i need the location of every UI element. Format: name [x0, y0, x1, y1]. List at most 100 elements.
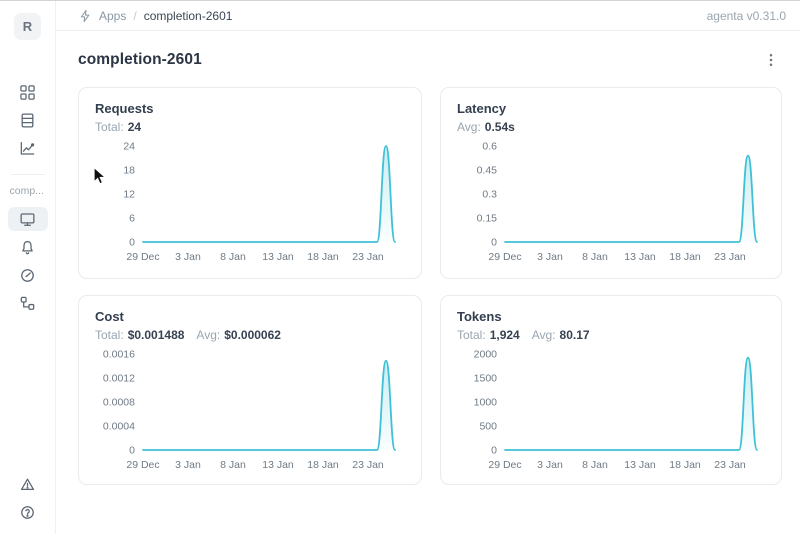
svg-text:3 Jan: 3 Jan: [175, 251, 201, 263]
svg-text:12: 12: [123, 189, 135, 201]
svg-text:23 Jan: 23 Jan: [714, 459, 746, 471]
more-menu-button[interactable]: [760, 49, 782, 71]
kebab-icon: [769, 53, 773, 67]
svg-text:18 Jan: 18 Jan: [669, 459, 701, 471]
svg-text:23 Jan: 23 Jan: [714, 251, 746, 263]
svg-text:18 Jan: 18 Jan: [307, 251, 339, 263]
svg-text:0: 0: [129, 445, 135, 457]
alert-triangle-icon: [19, 476, 36, 493]
sidebar-item-overview[interactable]: [7, 207, 48, 231]
stat-label: Avg:: [196, 328, 221, 342]
svg-text:29 Dec: 29 Dec: [488, 251, 521, 263]
traces-tree-icon: [19, 295, 36, 312]
svg-text:500: 500: [479, 421, 497, 433]
svg-text:18: 18: [123, 165, 135, 177]
observability-chart-icon: [19, 140, 36, 157]
breadcrumb-apps-link[interactable]: Apps: [99, 8, 127, 23]
svg-text:0.0004: 0.0004: [103, 421, 135, 433]
overview-monitor-icon: [19, 211, 36, 228]
svg-text:0: 0: [491, 445, 497, 457]
svg-text:24: 24: [123, 141, 135, 153]
svg-text:1000: 1000: [474, 397, 498, 409]
sidebar-item-help[interactable]: [8, 500, 48, 524]
svg-text:6: 6: [129, 213, 135, 225]
breadcrumb-current: completion-2601: [143, 8, 233, 23]
stat-value: 80.17: [559, 328, 590, 342]
breadcrumb: Apps / completion-2601: [78, 9, 232, 23]
svg-text:8 Jan: 8 Jan: [582, 459, 608, 471]
help-circle-icon: [19, 504, 36, 521]
main-area: Apps / completion-2601 agenta v0.31.0 co…: [56, 1, 800, 534]
lightning-icon: [78, 9, 92, 23]
stat-value: $0.001488: [127, 328, 185, 342]
stat-label: Avg:: [457, 120, 481, 134]
stat-label: Total:: [457, 328, 486, 342]
playground-gauge-icon: [19, 267, 36, 284]
latency-area-chart: 0.6 0.45 0.3 0.15 0 29 Dec 3 Jan 8 Jan 13 Jan 18 …: [477, 141, 758, 263]
svg-text:2000: 2000: [474, 349, 498, 361]
stat-value: $0.000062: [224, 328, 281, 342]
stat-value: 1,924: [489, 328, 520, 342]
svg-text:0.0016: 0.0016: [103, 349, 135, 361]
svg-text:18 Jan: 18 Jan: [669, 251, 701, 263]
apps-grid-icon: [19, 84, 36, 101]
sidebar-item-observability[interactable]: [8, 136, 48, 160]
workspace-avatar[interactable]: R: [14, 13, 41, 40]
svg-text:1500: 1500: [474, 373, 498, 385]
sidebar-item-traces[interactable]: [8, 291, 48, 315]
card-stats: Total: 24: [95, 120, 405, 134]
svg-text:8 Jan: 8 Jan: [220, 459, 246, 471]
evaluations-bell-icon: [19, 239, 36, 256]
sidebar-item-playground[interactable]: [8, 263, 48, 287]
svg-text:13 Jan: 13 Jan: [624, 251, 656, 263]
sidebar-divider: [10, 174, 45, 175]
sidebar-item-alerts[interactable]: [8, 472, 48, 496]
metric-card-latency: Latency Avg: 0.54s 0.6 0.45 0.3 0.15 0 29 Dec 3…: [440, 87, 782, 279]
svg-text:0: 0: [129, 237, 135, 249]
sidebar: R comp...: [0, 1, 56, 534]
metric-card-tokens: Tokens Total: 1,924 Avg: 80.17 2000 1500 100…: [440, 295, 782, 485]
stat-value: 0.54s: [484, 120, 515, 134]
stat-label: Total:: [95, 328, 124, 342]
svg-text:23 Jan: 23 Jan: [352, 459, 384, 471]
metrics-grid: Requests Total: 24 24 18 12 6 0 29 Dec 3 Jan 8 J…: [78, 87, 782, 485]
svg-text:0.3: 0.3: [482, 189, 497, 201]
svg-text:0: 0: [491, 237, 497, 249]
svg-text:0.0012: 0.0012: [103, 373, 135, 385]
svg-text:8 Jan: 8 Jan: [582, 251, 608, 263]
card-title: Cost: [95, 309, 124, 324]
card-title: Tokens: [457, 309, 502, 324]
card-title: Latency: [457, 101, 507, 116]
svg-text:8 Jan: 8 Jan: [220, 251, 246, 263]
svg-text:0.6: 0.6: [482, 141, 497, 153]
svg-text:29 Dec: 29 Dec: [126, 251, 159, 263]
sidebar-bottom: [8, 470, 48, 534]
sidebar-item-test-sets[interactable]: [8, 108, 48, 132]
stat-label: Total:: [95, 120, 124, 134]
card-stats: Avg: 0.54s: [457, 120, 765, 134]
svg-text:0.0008: 0.0008: [103, 397, 135, 409]
svg-text:13 Jan: 13 Jan: [262, 459, 294, 471]
metric-card-cost: Cost Total: $0.001488 Avg: $0.000062 0.001…: [78, 295, 422, 485]
cost-area-chart: 0.0016 0.0012 0.0008 0.0004 0 29 Dec 3 Jan 8 Ja…: [103, 349, 396, 471]
svg-text:0.45: 0.45: [477, 165, 498, 177]
title-row: completion-2601: [78, 49, 782, 71]
test-sets-table-icon: [19, 112, 36, 129]
svg-text:23 Jan: 23 Jan: [352, 251, 384, 263]
svg-text:29 Dec: 29 Dec: [488, 459, 521, 471]
svg-text:13 Jan: 13 Jan: [624, 459, 656, 471]
svg-text:3 Jan: 3 Jan: [537, 251, 563, 263]
card-stats: Total: 1,924 Avg: 80.17: [457, 328, 765, 342]
card-title: Requests: [95, 101, 154, 116]
svg-text:18 Jan: 18 Jan: [307, 459, 339, 471]
svg-text:3 Jan: 3 Jan: [175, 459, 201, 471]
app-version: agenta v0.31.0: [706, 8, 786, 23]
svg-text:3 Jan: 3 Jan: [537, 459, 563, 471]
stat-label: Avg:: [531, 328, 556, 342]
svg-text:29 Dec: 29 Dec: [126, 459, 159, 471]
svg-text:0.15: 0.15: [477, 213, 498, 225]
sidebar-item-apps[interactable]: [8, 80, 48, 104]
breadcrumb-separator: /: [133, 8, 137, 23]
sidebar-item-evaluations[interactable]: [8, 235, 48, 259]
